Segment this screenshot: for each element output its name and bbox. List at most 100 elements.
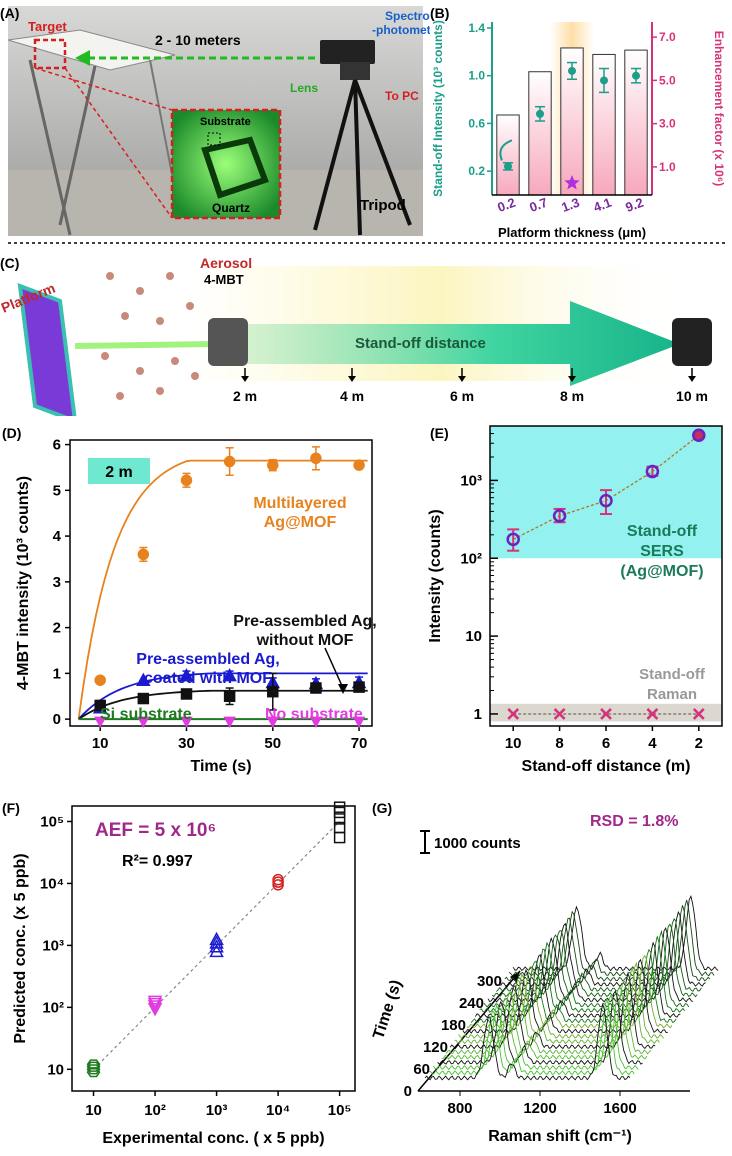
y-tick-label: 0 — [53, 711, 61, 728]
data-point — [311, 683, 321, 693]
data-point — [311, 453, 321, 463]
panel-d-label: (D) — [2, 425, 21, 441]
panel-b-label: (B) — [430, 5, 449, 21]
y-tick-label: 10³ — [42, 937, 64, 954]
distance-tick-label: 2 m — [233, 388, 257, 404]
annotation-arrowhead — [338, 684, 348, 694]
series-label-si: Si substrate — [100, 706, 192, 723]
x-tick-label: 0.2 — [495, 195, 517, 215]
x-axis-label: Raman shift (cm⁻¹) — [488, 1128, 632, 1145]
sers-point — [693, 430, 704, 441]
y-right-tick-label: 3.0 — [659, 117, 676, 131]
x-tick-label: 10⁴ — [266, 1102, 290, 1119]
y-tick-label: 4 — [53, 528, 62, 545]
x-tick-label: 4.1 — [591, 195, 613, 215]
data-point — [268, 687, 278, 697]
data-point — [138, 549, 148, 559]
distance-tick-label: 6 m — [450, 388, 474, 404]
x-tick-label: 0.7 — [527, 195, 549, 215]
standoff-label: Stand-off distance — [355, 335, 486, 352]
y-tick-label: 2 — [53, 620, 61, 637]
lens-far — [672, 318, 712, 366]
x-tick-label: 800 — [447, 1100, 472, 1117]
time-tick-label: 180 — [441, 1017, 466, 1034]
aerosol-particles — [101, 272, 199, 400]
series-label-coated: Pre-assembled Ag, — [136, 651, 279, 668]
y-tick-label: 1 — [474, 706, 482, 723]
r2-label: R²= 0.997 — [122, 853, 193, 870]
y-tick-label: 5 — [53, 482, 61, 499]
x-tick-label: 10 — [505, 735, 522, 752]
target-label: Target — [28, 19, 67, 34]
badge-label: 2 m — [105, 464, 133, 481]
y-tick-label: 10⁵ — [40, 813, 64, 830]
lens-label: Lens — [290, 81, 318, 95]
annotation-arrow — [325, 648, 343, 688]
panel-e-label: (E) — [430, 425, 449, 441]
data-point — [225, 691, 235, 701]
point-intensity-9.2 — [632, 72, 640, 80]
substrate-label: Substrate — [200, 116, 251, 128]
series-label-coated: coated with MOF — [144, 670, 272, 687]
spectrophotometer — [320, 40, 375, 64]
x-tick-label: 1.3 — [559, 195, 581, 215]
x-axis-label: Time (s) — [190, 758, 251, 775]
x-tick-label: 1200 — [523, 1100, 556, 1117]
series-label-without-mof: without MOF — [256, 632, 354, 649]
data-point — [181, 689, 191, 699]
data-point — [268, 460, 278, 470]
data-point — [95, 675, 105, 685]
panel-c-schematic: (C) Platform Aerosol 4-MBT Stand-off dis… — [0, 246, 732, 416]
spectro-label-2: -photometer — [372, 23, 430, 37]
time-tick-label: 0 — [404, 1083, 412, 1100]
data-point — [354, 682, 364, 692]
x-axis-label: Platform thickness (μm) — [498, 225, 646, 240]
data-point — [225, 457, 235, 467]
data-point — [211, 933, 223, 944]
y-axis-label: Time (s) — [370, 978, 405, 1041]
y-right-tick-label: 7.0 — [659, 30, 676, 44]
y-left-axis-label: Stand-off Intensity (10³ counts) — [431, 20, 445, 197]
x-tick-label: 10⁵ — [328, 1102, 352, 1119]
data-point — [354, 460, 364, 470]
sers-region-label: SERS — [640, 543, 684, 560]
x-tick-label: 30 — [178, 735, 195, 752]
panel-a-label: (A) — [0, 5, 19, 21]
time-tick-label: 300 — [477, 973, 502, 990]
point-intensity-1.3 — [568, 67, 576, 75]
time-tick-label: 120 — [423, 1039, 448, 1056]
data-point — [225, 717, 235, 726]
tripod-label: Tripod — [360, 197, 406, 214]
sers-region-label: Stand-off — [627, 523, 698, 540]
series-label-multilayered: Ag@MOF — [264, 514, 337, 531]
distance-tick-label: 4 m — [340, 388, 364, 404]
y-tick-label: 10² — [42, 999, 64, 1016]
data-point — [335, 833, 345, 843]
panel-g-chart: 800 1200 16000601201802403001000 countsRSD… — [370, 791, 732, 1156]
distance-tick-label: 8 m — [560, 388, 584, 404]
y-left-tick-label: 1.4 — [468, 21, 485, 35]
y-right-axis-label: Enhancement factor (x 10⁶) — [712, 31, 726, 187]
y-left-tick-label: 0.2 — [468, 164, 485, 178]
data-point — [181, 475, 191, 485]
data-point — [138, 694, 148, 704]
panel-f-chart: 10 10² 10³ 10⁴ 10⁵1010²10³10⁴10⁵ AEF = 5 x 10… — [0, 791, 370, 1156]
x-tick-label: 4 — [648, 735, 657, 752]
x-tick-label: 10 — [92, 735, 109, 752]
panel-a-photo: Target Substrate Quartz 2 - 10 meters Sp… — [0, 0, 430, 240]
x-axis-label: Experimental conc. ( x 5 ppb) — [102, 1130, 324, 1147]
panel-c-label: (C) — [0, 255, 19, 271]
time-tick-label: 240 — [459, 995, 484, 1012]
quartz-label: Quartz — [212, 201, 250, 215]
raman-region-label: Raman — [647, 686, 697, 703]
analyte-label: 4-MBT — [204, 272, 244, 287]
series-label-multilayered: Multilayered — [253, 495, 346, 512]
panel-e-chart: 11010²10³10 8 6 4 2Stand-offSERS(Ag@MOF)Stan… — [400, 416, 732, 791]
spectro-label-1: Spectro — [385, 9, 430, 23]
to-pc-label: To PC — [385, 89, 419, 103]
panel-b-chart: 0.2 0.7 1.3 4.1 9.20.20.61.01.41.03.05.07.0P… — [430, 0, 732, 245]
point-intensity-4.1 — [600, 76, 608, 84]
x-tick-label: 70 — [351, 735, 368, 752]
x-tick-label: 9.2 — [623, 195, 645, 215]
series-label-without-mof: Pre-assembled Ag, — [233, 613, 376, 630]
